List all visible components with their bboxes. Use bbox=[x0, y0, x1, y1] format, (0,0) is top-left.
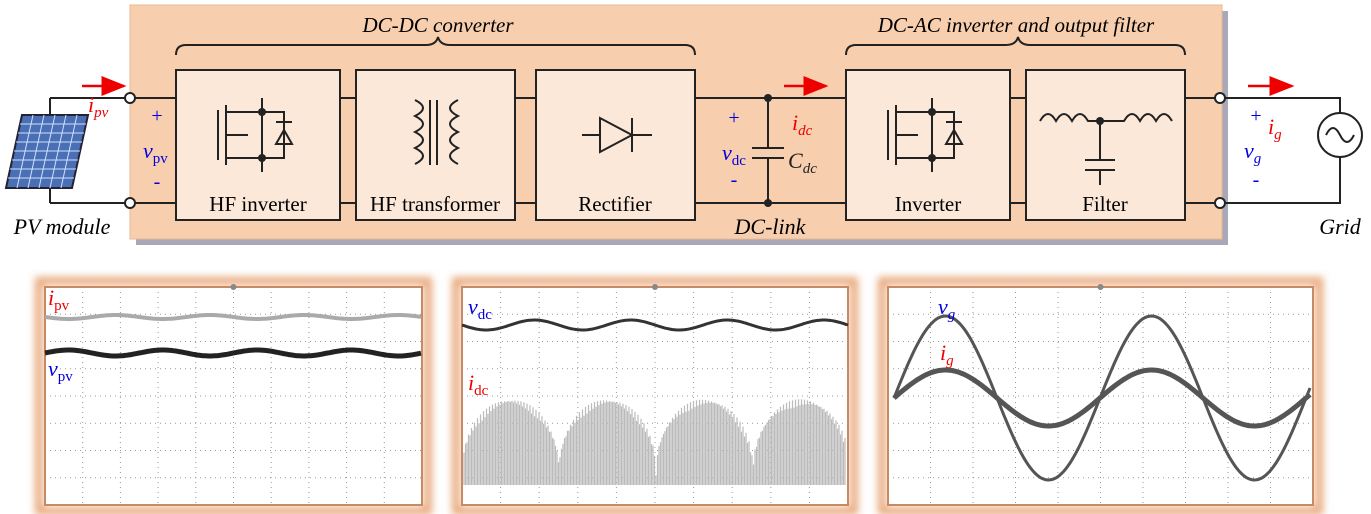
trace bbox=[463, 399, 846, 485]
scope-label: ig bbox=[940, 340, 954, 369]
scopes bbox=[35, 277, 1323, 514]
symbol: Cdc bbox=[788, 148, 817, 177]
symbol: ipv bbox=[88, 92, 109, 121]
blocks bbox=[175, 69, 1186, 221]
pv-panel bbox=[4, 114, 90, 189]
scope-label: idc bbox=[468, 370, 489, 399]
node bbox=[764, 199, 772, 207]
trace bbox=[892, 367, 1312, 429]
scope-grid bbox=[45, 287, 422, 505]
plus: + bbox=[151, 105, 162, 127]
label: DC-link bbox=[734, 214, 807, 239]
minus: - bbox=[154, 171, 161, 193]
terminals bbox=[124, 92, 1226, 209]
label: Grid bbox=[1319, 214, 1362, 239]
minus: - bbox=[731, 169, 738, 191]
block-label: Inverter bbox=[895, 192, 961, 216]
node bbox=[764, 94, 772, 102]
trace bbox=[461, 318, 849, 332]
symbol: ig bbox=[1268, 114, 1282, 143]
node bbox=[928, 154, 936, 162]
block-label: Rectifier bbox=[578, 192, 651, 216]
trigger-dot bbox=[652, 284, 658, 290]
block-label: HF inverter bbox=[209, 192, 306, 216]
trace bbox=[44, 313, 422, 321]
scope-grid bbox=[888, 287, 1313, 505]
section-title: DC-AC inverter and output filter bbox=[877, 13, 1155, 37]
node bbox=[258, 154, 266, 162]
minus: - bbox=[1253, 169, 1260, 191]
scope-glow bbox=[35, 277, 432, 514]
scope-glow bbox=[878, 277, 1323, 514]
trigger-dot bbox=[1097, 284, 1104, 290]
node bbox=[258, 108, 266, 116]
plus: + bbox=[1250, 105, 1261, 127]
trigger-dot bbox=[230, 284, 237, 290]
symbol: vdc bbox=[722, 140, 746, 169]
block-label: Filter bbox=[1082, 192, 1128, 216]
symbol: vg bbox=[1244, 138, 1262, 167]
scope-frame bbox=[44, 286, 423, 506]
block-label: HF transformer bbox=[370, 192, 500, 216]
sine-icon bbox=[1325, 127, 1355, 143]
scope-label: ipv bbox=[48, 285, 70, 314]
label: PV module bbox=[13, 214, 111, 239]
symbol: vpv bbox=[143, 138, 168, 167]
trace bbox=[892, 314, 1312, 482]
scope-label: vpv bbox=[48, 356, 73, 385]
node bbox=[928, 108, 936, 116]
braces bbox=[175, 36, 1186, 56]
plus: + bbox=[728, 107, 739, 129]
section-title: DC-DC converter bbox=[361, 13, 514, 37]
scope-glow bbox=[452, 277, 858, 514]
trace bbox=[44, 347, 422, 359]
node bbox=[1096, 117, 1104, 125]
scope-label: vdc bbox=[468, 294, 492, 323]
scope-label: vg bbox=[938, 294, 956, 323]
symbol: idc bbox=[792, 110, 813, 139]
